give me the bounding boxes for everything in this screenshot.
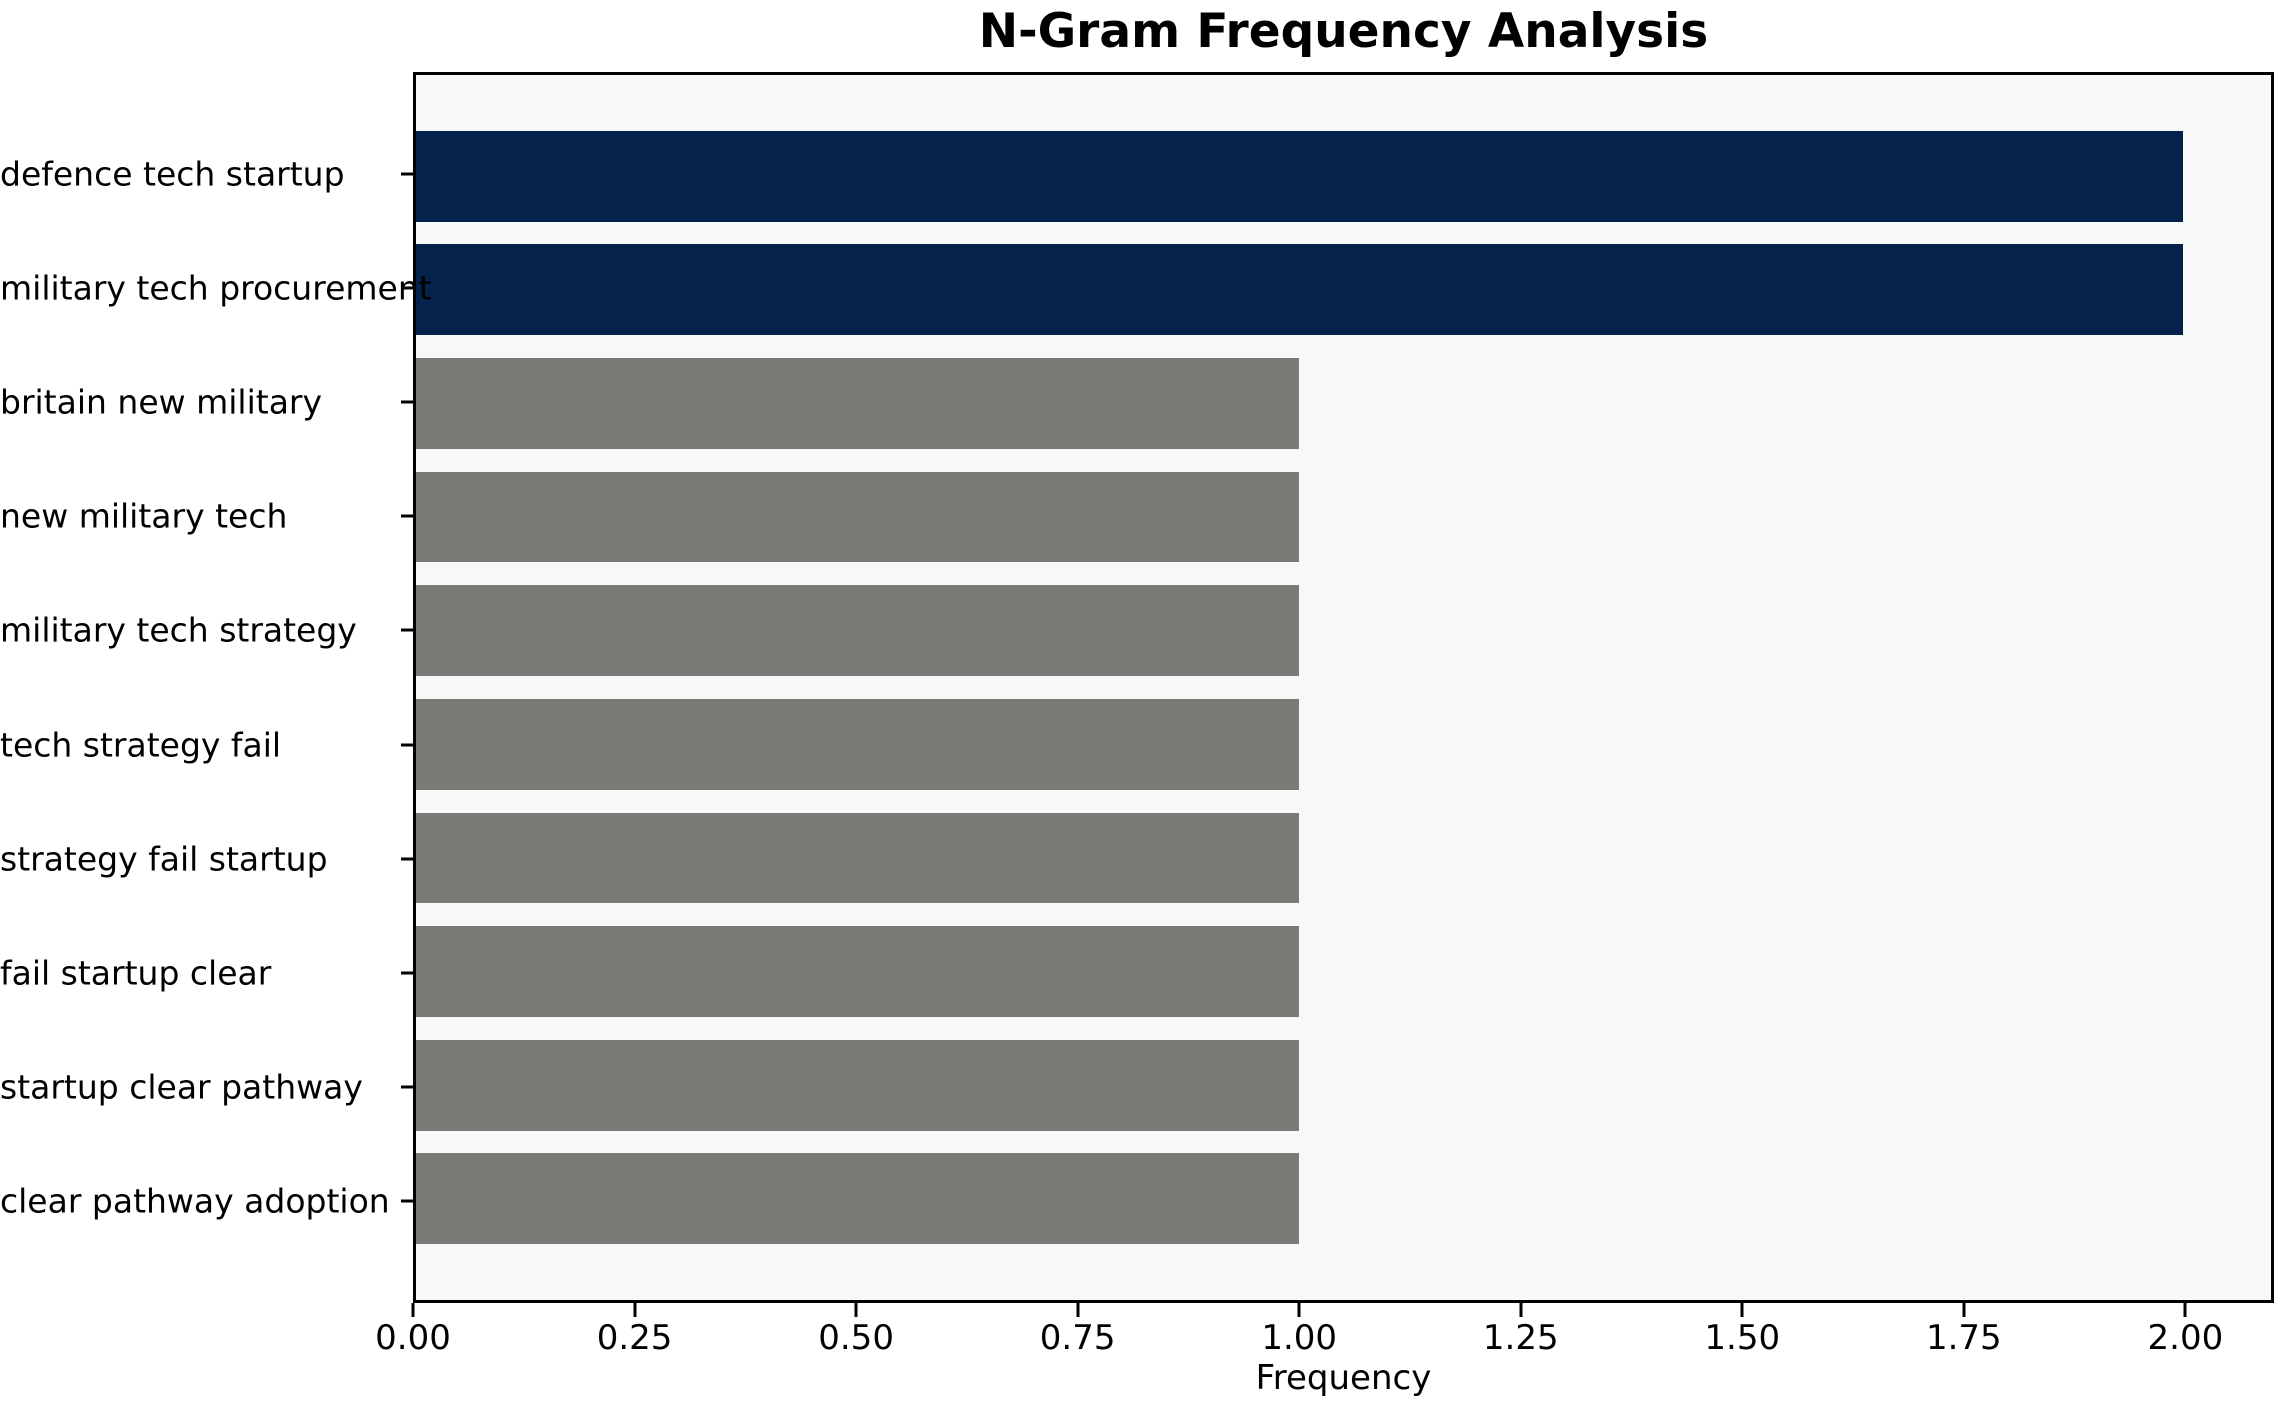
y-tick-label: new military tech: [0, 496, 288, 536]
bar-britain-new-military: [416, 357, 1300, 449]
y-tick-mark: [401, 514, 413, 518]
x-tick-label: 1.50: [1704, 1318, 1781, 1358]
bar-military-tech-strategy: [416, 585, 1300, 677]
y-tick-label: clear pathway adoption: [0, 1181, 390, 1221]
bar-new-military-tech: [416, 471, 1300, 563]
x-tick-label: 0.75: [1039, 1318, 1116, 1358]
x-tick-mark: [1519, 1303, 1523, 1317]
y-tick-mark: [401, 286, 413, 290]
x-tick-label: 2.00: [2147, 1318, 2224, 1358]
y-tick-label: tech strategy fail: [0, 725, 282, 765]
x-tick-label: 0.25: [596, 1318, 673, 1358]
bar-tech-strategy-fail: [416, 698, 1300, 790]
x-tick-label: 0.00: [375, 1318, 451, 1358]
y-tick-mark: [401, 971, 413, 975]
y-tick-label: military tech strategy: [0, 610, 357, 650]
bar-strategy-fail-startup: [416, 812, 1300, 904]
chart-title: N-Gram Frequency Analysis: [978, 4, 1709, 59]
x-tick-label: 0.50: [818, 1318, 894, 1358]
y-tick-label: britain new military: [0, 382, 323, 422]
x-tick-mark: [1297, 1303, 1301, 1317]
x-tick-mark: [854, 1303, 858, 1317]
y-tick-label: startup clear pathway: [0, 1067, 363, 1107]
bar-startup-clear-pathway: [416, 1039, 1300, 1131]
y-tick-mark: [401, 743, 413, 747]
bar-defence-tech-startup: [416, 130, 2183, 222]
x-tick-label: 1.25: [1482, 1318, 1559, 1358]
x-tick-mark: [1962, 1303, 1966, 1317]
y-tick-label: military tech procurement: [0, 268, 432, 308]
y-tick-mark: [401, 857, 413, 861]
x-tick-mark: [633, 1303, 637, 1317]
x-tick-mark: [1740, 1303, 1744, 1317]
plot-area: [413, 72, 2274, 1303]
bar-clear-pathway-adoption: [416, 1153, 1300, 1245]
y-tick-mark: [401, 400, 413, 404]
y-tick-mark: [401, 1085, 413, 1089]
y-tick-label: defence tech startup: [0, 154, 345, 194]
x-tick-label: 1.75: [1925, 1318, 2002, 1358]
y-tick-mark: [401, 172, 413, 176]
y-tick-mark: [401, 628, 413, 632]
y-tick-label: strategy fail startup: [0, 839, 328, 879]
bar-military-tech-procurement: [416, 244, 2183, 336]
y-tick-mark: [401, 1199, 413, 1203]
x-axis-label: Frequency: [1255, 1358, 1432, 1398]
x-tick-mark: [2183, 1303, 2187, 1317]
y-tick-label: fail startup clear: [0, 953, 272, 993]
x-tick-label: 1.00: [1261, 1318, 1338, 1358]
bar-fail-startup-clear: [416, 926, 1300, 1018]
x-tick-mark: [411, 1303, 415, 1317]
x-tick-mark: [1076, 1303, 1080, 1317]
